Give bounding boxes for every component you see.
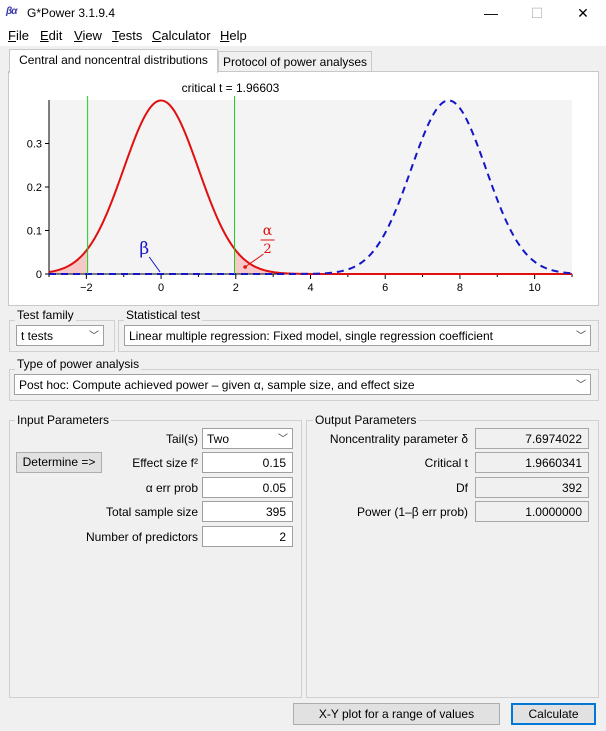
tails-label: Tail(s) bbox=[166, 432, 198, 446]
menu-bar bbox=[0, 26, 606, 46]
alpha-denominator-label: 2 bbox=[263, 242, 271, 257]
noncentral-distribution-curve bbox=[49, 99, 573, 275]
x-tick-label: 4 bbox=[307, 282, 313, 294]
close-button[interactable]: ✕ bbox=[577, 5, 589, 21]
y-tick-label: 0 bbox=[36, 269, 42, 281]
output-parameters-group bbox=[306, 420, 599, 698]
alpha-pointer bbox=[244, 253, 264, 268]
alpha-label: α err prob bbox=[145, 481, 198, 495]
menu-help[interactable]: Help bbox=[220, 28, 247, 43]
df-output: 392 bbox=[475, 477, 589, 498]
effect-size-label: Effect size f² bbox=[132, 456, 198, 470]
chevron-down-icon: ﹀ bbox=[576, 380, 586, 391]
x-tick-label: 8 bbox=[457, 282, 463, 294]
critical-t-output: 1.9660341 bbox=[475, 452, 589, 473]
x-tick-label: 6 bbox=[382, 282, 388, 294]
alpha-region-left bbox=[49, 248, 88, 274]
chevron-down-icon: ﹀ bbox=[576, 331, 586, 342]
sample-size-input[interactable]: 395 bbox=[202, 501, 293, 522]
chart-title: critical t = 1.96603 bbox=[182, 81, 280, 95]
power-analysis-label: Type of power analysis bbox=[15, 357, 142, 371]
maximize-button[interactable]: ☐ bbox=[530, 5, 544, 21]
menu-calculator[interactable]: Calculator bbox=[152, 28, 211, 43]
tails-select[interactable]: Two ﹀ bbox=[202, 428, 293, 449]
x-tick-label: 0 bbox=[158, 282, 164, 294]
app-icon: βα bbox=[6, 6, 17, 17]
input-parameters-group bbox=[9, 420, 302, 698]
power-label: Power (1–β err prob) bbox=[357, 505, 468, 519]
test-family-select[interactable]: t tests ﹀ bbox=[16, 325, 104, 346]
beta-pointer bbox=[148, 256, 161, 273]
power-output: 1.0000000 bbox=[475, 501, 589, 522]
y-tick-label: 0.2 bbox=[27, 182, 42, 194]
menu-edit[interactable]: Edit bbox=[40, 28, 63, 43]
alpha-label: α bbox=[263, 223, 273, 239]
distribution-plot: critical t = 1.96603 0 0.1 0.2 0.3 −2 0 2 4 6 8 10 β… bbox=[27, 81, 573, 294]
window-title: G*Power 3.1.9.4 bbox=[27, 6, 116, 20]
statistical-test-select[interactable]: Linear multiple regression: Fixed model,… bbox=[124, 325, 591, 346]
sample-size-label: Total sample size bbox=[105, 505, 198, 519]
chevron-down-icon: ﹀ bbox=[278, 434, 288, 445]
alpha-pointer-dot bbox=[243, 265, 247, 269]
calculate-button[interactable]: Calculate bbox=[511, 703, 596, 725]
y-tick-label: 0.3 bbox=[27, 139, 42, 151]
beta-label: β bbox=[139, 239, 149, 259]
statistical-test-value: Linear multiple regression: Fixed model,… bbox=[129, 329, 493, 343]
alpha-input[interactable]: 0.05 bbox=[202, 477, 293, 498]
power-analysis-group bbox=[9, 369, 599, 401]
x-tick-label: −2 bbox=[80, 282, 93, 294]
y-tick-label: 0.1 bbox=[27, 226, 42, 238]
test-family-value: t tests bbox=[21, 329, 54, 343]
distribution-plot-panel: critical t = 1.96603 0 0.1 0.2 0.3 −2 0 2 4 6 8 10 β… bbox=[8, 71, 599, 306]
title-bar[interactable] bbox=[0, 0, 606, 26]
xy-plot-button[interactable]: X-Y plot for a range of values bbox=[293, 703, 500, 725]
df-label: Df bbox=[456, 481, 468, 495]
tab-protocol[interactable]: Protocol of power analyses bbox=[218, 51, 372, 73]
statistical-test-group bbox=[118, 320, 599, 352]
power-analysis-value: Post hoc: Compute achieved power – given… bbox=[19, 378, 415, 392]
plot-area bbox=[49, 100, 572, 274]
noncentrality-output: 7.6974022 bbox=[475, 428, 589, 449]
critical-t-label: Critical t bbox=[424, 456, 468, 470]
chevron-down-icon: ﹀ bbox=[89, 331, 99, 342]
predictors-input[interactable]: 2 bbox=[202, 526, 293, 547]
test-family-label: Test family bbox=[15, 308, 76, 322]
minimize-button[interactable]: — bbox=[484, 5, 498, 21]
menu-view[interactable]: View bbox=[74, 28, 102, 43]
output-parameters-label: Output Parameters bbox=[313, 413, 419, 427]
tails-value: Two bbox=[207, 432, 230, 446]
tab-distributions[interactable]: Central and noncentral distributions bbox=[9, 49, 218, 73]
statistical-test-label: Statistical test bbox=[124, 308, 203, 322]
menu-file[interactable]: File bbox=[8, 28, 29, 43]
menu-tests[interactable]: Tests bbox=[112, 28, 143, 43]
noncentrality-label: Noncentrality parameter δ bbox=[329, 432, 468, 446]
x-tick-label: 10 bbox=[529, 282, 541, 294]
effect-size-input[interactable]: 0.15 bbox=[202, 452, 293, 473]
predictors-label: Number of predictors bbox=[85, 530, 198, 544]
determine-button[interactable]: Determine => bbox=[16, 452, 102, 473]
x-tick-label: 2 bbox=[233, 282, 239, 294]
power-analysis-select[interactable]: Post hoc: Compute achieved power – given… bbox=[14, 374, 591, 395]
input-parameters-label: Input Parameters bbox=[15, 413, 112, 427]
central-distribution-curve bbox=[48, 99, 572, 275]
